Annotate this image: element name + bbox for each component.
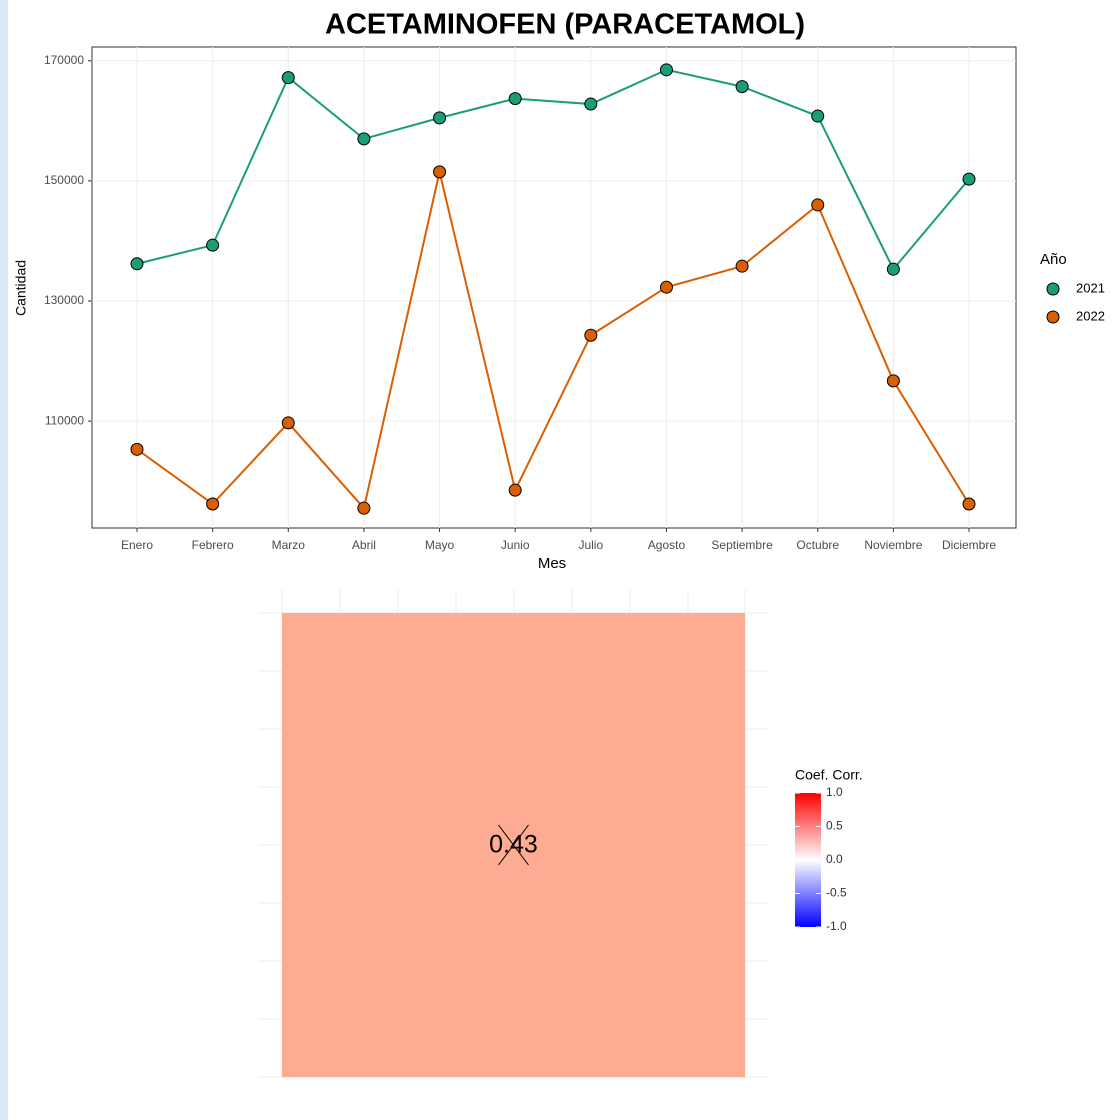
legend-label: 2021 (1076, 280, 1105, 295)
colorbar-tick-label: 1.0 (826, 785, 843, 799)
colorbar-tick-label: 0.0 (826, 852, 843, 866)
x-tick-label: Junio (501, 538, 530, 552)
y-tick-label: 130000 (44, 293, 84, 307)
y-tick-label: 170000 (44, 53, 84, 67)
data-point (659, 280, 673, 294)
x-axis-label: Mes (538, 555, 566, 572)
legend-title: Año (1040, 251, 1067, 268)
legend-swatch (1046, 282, 1060, 296)
x-tick-label: Diciembre (942, 538, 996, 552)
x-tick-label: Noviembre (864, 538, 922, 552)
data-point (962, 172, 976, 186)
x-tick-label: Octubre (796, 538, 839, 552)
data-point (206, 238, 220, 252)
data-point (281, 71, 295, 85)
data-point (584, 328, 598, 342)
x-tick-label: Enero (121, 538, 153, 552)
data-point (508, 92, 522, 106)
data-point (357, 132, 371, 146)
data-point (130, 442, 144, 456)
non-significant-cross (498, 824, 529, 866)
data-point (206, 497, 220, 511)
data-point (886, 262, 900, 276)
data-point (735, 80, 749, 94)
x-tick-label: Mayo (425, 538, 455, 552)
data-point (735, 259, 749, 273)
data-point (433, 111, 447, 125)
x-tick-label: Septiembre (711, 538, 773, 552)
x-tick-label: Julio (578, 538, 603, 552)
data-point (811, 198, 825, 212)
x-tick-label: Agosto (648, 538, 686, 552)
x-tick-label: Abril (352, 538, 376, 552)
chart-title: ACETAMINOFEN (PARACETAMOL) (325, 9, 805, 41)
data-point (433, 165, 447, 179)
y-tick-label: 150000 (44, 173, 84, 187)
data-point (886, 374, 900, 388)
legend-label: 2022 (1076, 308, 1105, 323)
legend-swatch (1046, 310, 1060, 324)
colorbar-title: Coef. Corr. (795, 767, 863, 783)
y-tick-label: 110000 (45, 413, 84, 427)
data-point (962, 497, 976, 511)
colorbar-tick-label: 0.5 (826, 819, 843, 833)
data-point (357, 501, 371, 515)
x-tick-label: Febrero (192, 538, 234, 552)
data-point (508, 483, 522, 497)
y-axis-label: Cantidad (13, 260, 29, 316)
colorbar-tick-label: -1.0 (826, 919, 847, 933)
data-point (281, 416, 295, 430)
data-point (659, 63, 673, 77)
colorbar-tick-label: -0.5 (826, 886, 847, 900)
data-point (130, 257, 144, 271)
x-tick-label: Marzo (272, 538, 306, 552)
data-point (584, 97, 598, 111)
series-line (136, 68, 970, 272)
data-point (811, 109, 825, 123)
plot-border (91, 46, 1017, 529)
series-line (136, 171, 970, 511)
